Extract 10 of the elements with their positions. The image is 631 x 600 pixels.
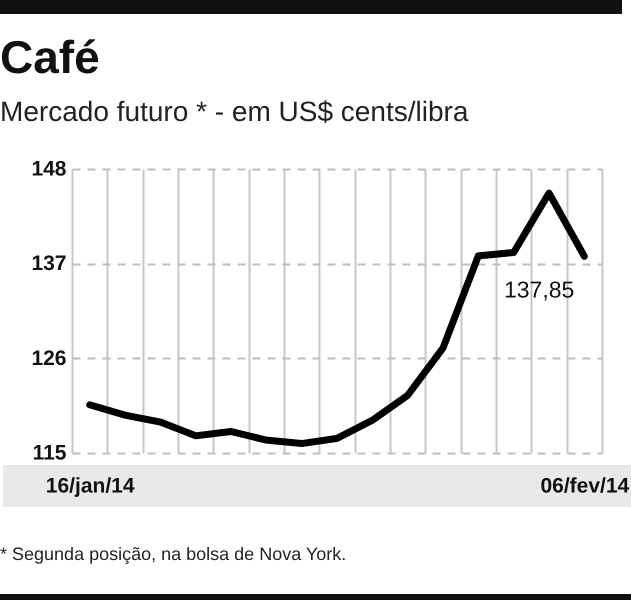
data-label: 137,85 xyxy=(504,276,574,302)
y-tick-label: 115 xyxy=(32,442,67,464)
y-tick-label: 137 xyxy=(31,252,66,276)
chart-title: Café xyxy=(0,31,100,83)
chart-subtitle: Mercado futuro * - em US$ cents/libra xyxy=(0,96,468,127)
y-tick-label: 126 xyxy=(31,346,66,370)
y-tick-label: 148 xyxy=(31,158,67,180)
x-tick-label: 06/fev/14 xyxy=(540,474,630,498)
text: * Segunda posição, na bolsa de Nova York. xyxy=(0,544,346,564)
x-tick-label: 16/jan/14 xyxy=(46,474,135,498)
